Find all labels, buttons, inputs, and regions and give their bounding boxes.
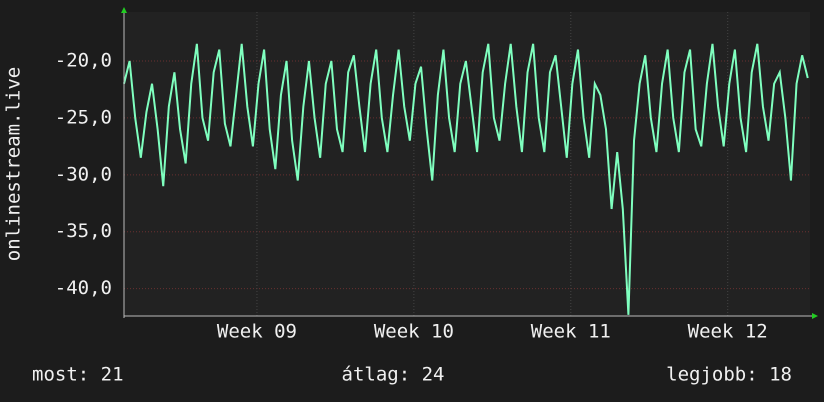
y-tick-label: -25,0 <box>55 106 112 128</box>
legend-item: most: 21 <box>32 364 124 386</box>
plot-area <box>124 12 810 316</box>
x-tick-label: Week 09 <box>217 321 297 343</box>
grid <box>124 12 810 316</box>
y-axis-label: onlinestream.live <box>3 67 25 261</box>
x-tick-label: Week 10 <box>374 321 454 343</box>
x-tick-label: Week 12 <box>688 321 768 343</box>
y-tick-label: -40,0 <box>55 277 112 299</box>
y-tick-label: -35,0 <box>55 220 112 242</box>
axis-arrow <box>121 7 127 13</box>
x-tick-label: Week 11 <box>531 321 611 343</box>
legend-item: átlag: 24 <box>342 364 445 386</box>
data-line <box>123 43 809 315</box>
y-tick-label: -20,0 <box>55 49 112 71</box>
y-tick-label: -30,0 <box>55 163 112 185</box>
axis-arrow <box>812 313 818 319</box>
marks <box>123 43 809 315</box>
legend-item: legjobb: 18 <box>666 364 792 386</box>
